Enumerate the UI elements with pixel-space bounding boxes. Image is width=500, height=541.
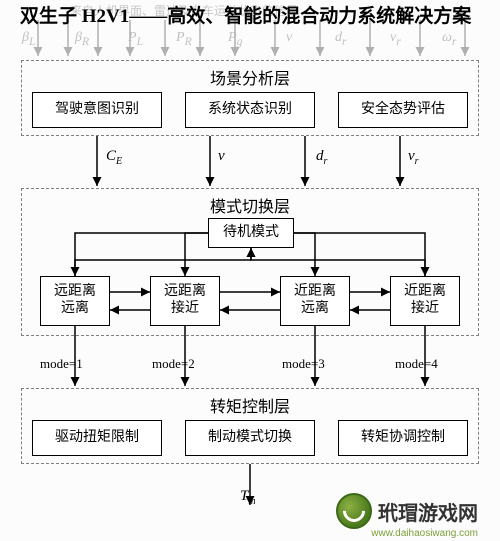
box-intent: 驾驶意图识别 [32,92,162,128]
mode-label: mode=3 [282,356,325,372]
logo-text: 玳瑁游戏网 [378,497,478,526]
box-state: 系统状态识别 [185,92,315,128]
mode-label: mode=2 [152,356,195,372]
bottom-label: Tm [240,488,256,507]
bg-symbol: vr [390,30,401,48]
layer-title: 模式切换层 [210,193,290,217]
bg-symbol: βL [22,30,35,48]
logo-icon [336,493,372,529]
box-near_away: 近距离远离 [280,276,350,326]
mode-label: mode=1 [40,356,83,372]
box-torque_coord: 转矩协调控制 [338,420,468,456]
mode-label: mode=4 [395,356,438,372]
mid-label: vr [408,148,419,167]
box-standby: 待机模式 [208,218,294,248]
mid-label: v [218,148,225,165]
bg-symbol: PL [128,30,143,48]
bg-symbol: dr [335,30,347,48]
bg-symbol: v [286,30,292,46]
bg-symbol: PR [176,30,192,48]
logo-url: www.daihaosiwang.com [371,528,478,539]
box-far_close: 远距离接近 [150,276,220,326]
box-far_away: 远距离远离 [40,276,110,326]
mid-label: dr [316,148,327,167]
bg-symbol: Pg [228,30,242,48]
mid-label: CE [106,148,122,167]
box-safety: 安全态势评估 [338,92,468,128]
layer-title: 场景分析层 [210,65,290,89]
page-title: 双生子 H2V1——高效、智能的混合动力系统解决方案 [20,4,480,31]
box-drive_limit: 驱动扭矩限制 [32,420,162,456]
bg-symbol: ωr [442,30,456,48]
layer-title: 转矩控制层 [210,393,290,417]
site-logo: 玳瑁游戏网 [336,493,478,529]
box-brake_mode: 制动模式切换 [185,420,315,456]
box-near_close: 近距离接近 [390,276,460,326]
bg-symbol: βR [75,30,89,48]
